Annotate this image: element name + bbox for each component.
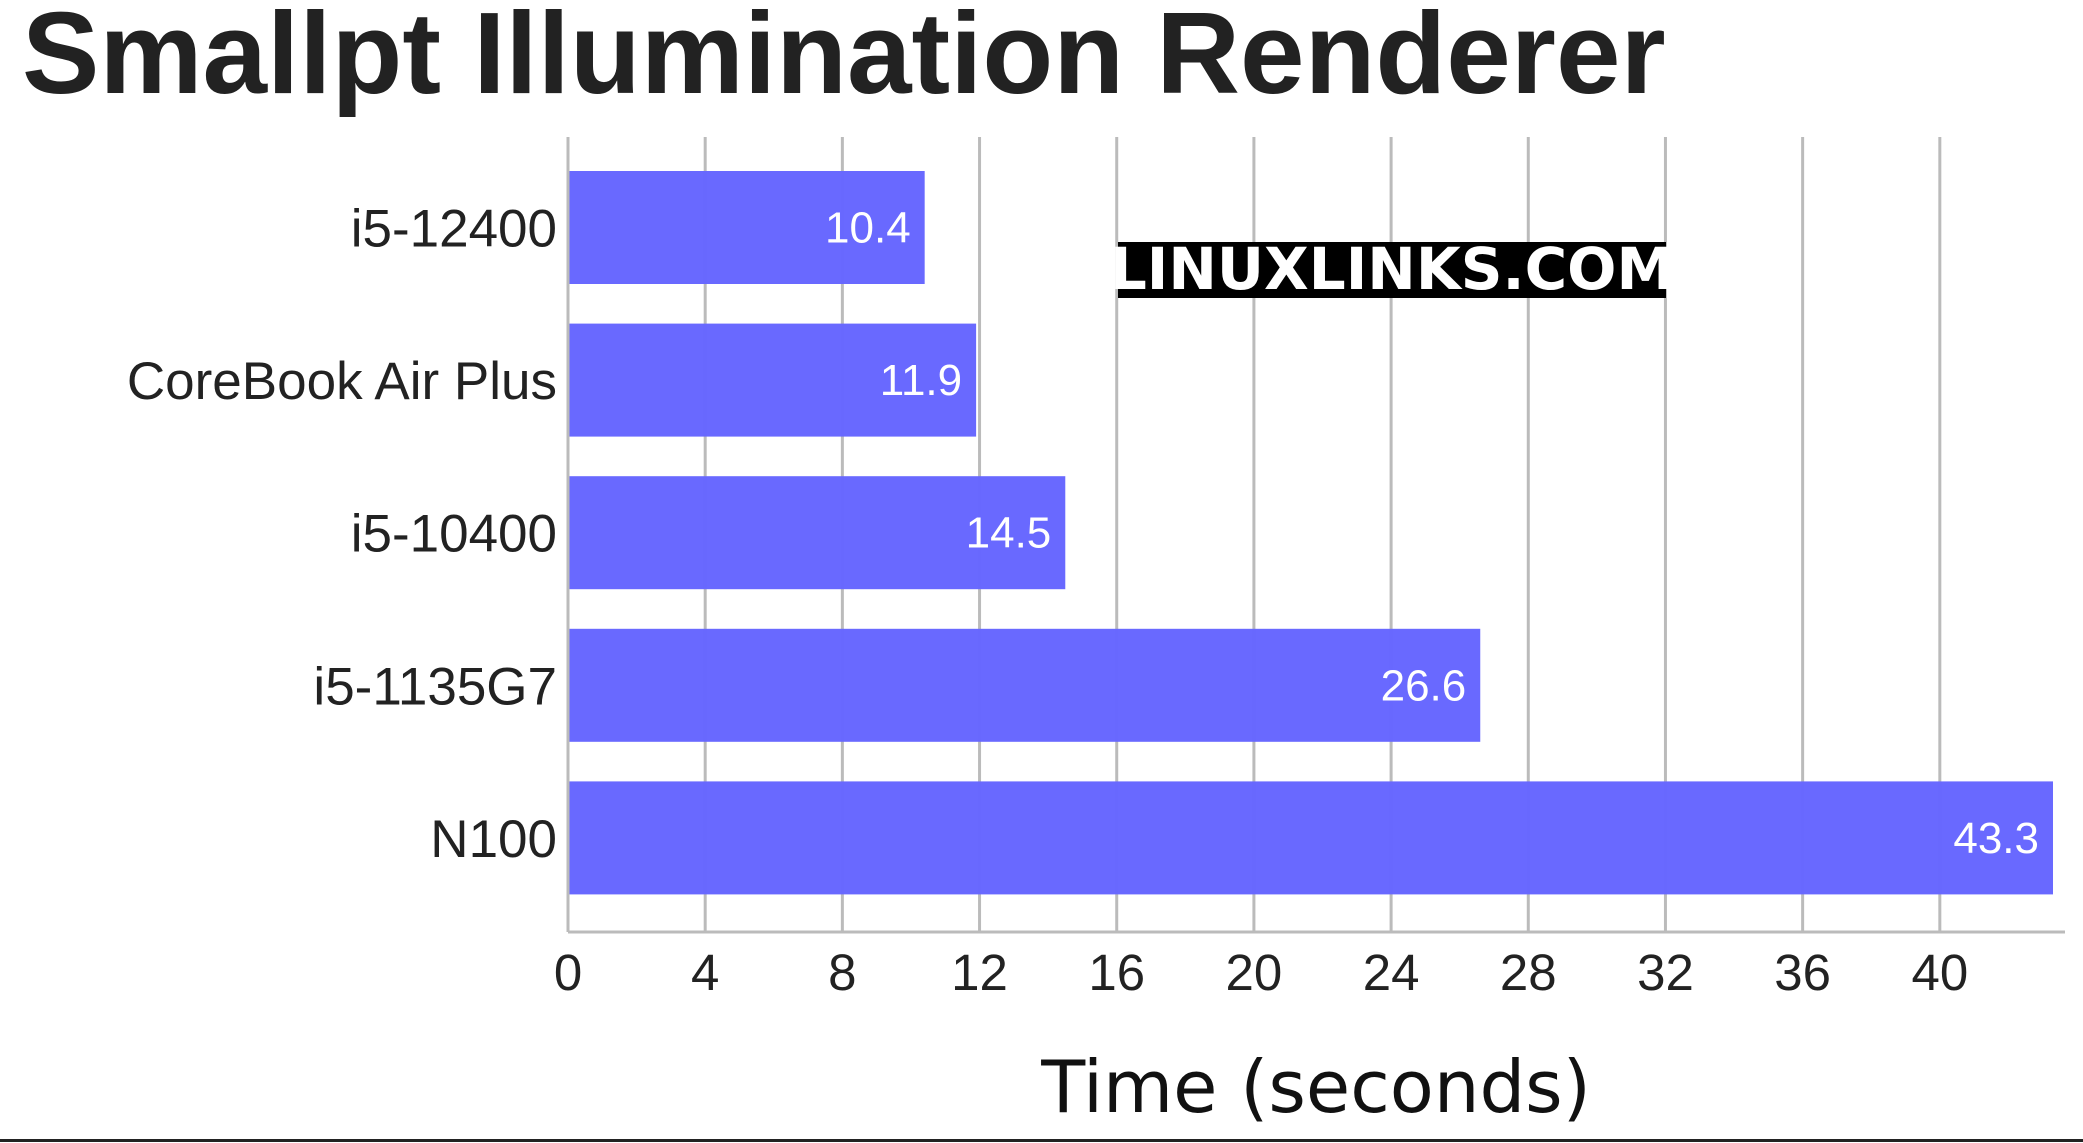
x-tick-label: 40 <box>1911 944 1968 1001</box>
x-tick-label: 28 <box>1500 944 1557 1001</box>
bar-value-label: 11.9 <box>880 356 962 405</box>
watermark-box <box>1118 242 1666 298</box>
bar <box>568 628 1481 742</box>
x-axis-title: Time (seconds) <box>1040 1045 1591 1129</box>
bar <box>568 476 1066 590</box>
x-tick-label: 24 <box>1363 944 1420 1001</box>
category-label: i5-1135G7 <box>313 657 557 716</box>
bar <box>568 171 925 284</box>
x-tick-label: 32 <box>1637 944 1694 1001</box>
x-tick-label: 4 <box>691 944 719 1001</box>
x-tick-label: 8 <box>828 944 856 1001</box>
bar-value-label: 26.6 <box>1381 661 1467 710</box>
bars <box>568 171 2053 895</box>
x-tick-label: 12 <box>951 944 1008 1001</box>
chart-title: Smallpt Illumination Renderer <box>22 0 1666 118</box>
category-label: N100 <box>430 810 557 869</box>
category-label: CoreBook Air Plus <box>127 352 557 411</box>
x-tick-label: 16 <box>1088 944 1145 1001</box>
labels: 0 4 8 12 16 20 24 28 32 36 40 10.4 i5-12400 11.9 CoreB… <box>127 200 2039 1002</box>
x-tick-label: 20 <box>1226 944 1283 1001</box>
watermark-text: LINUXLINKS.COM <box>1110 235 1674 303</box>
bar <box>568 323 977 437</box>
x-tick-label: 0 <box>554 944 582 1001</box>
bar-value-label: 43.3 <box>1953 814 2039 863</box>
category-label: i5-12400 <box>351 200 557 259</box>
watermark: LINUXLINKS.COM <box>1110 235 1674 303</box>
bar <box>568 781 2053 895</box>
bottom-divider <box>0 1139 2083 1142</box>
axes <box>566 137 2065 934</box>
bar-value-label: 10.4 <box>825 204 911 253</box>
x-tick-label: 36 <box>1774 944 1831 1001</box>
bar-value-label: 14.5 <box>966 509 1052 558</box>
category-label: i5-10400 <box>351 505 557 564</box>
